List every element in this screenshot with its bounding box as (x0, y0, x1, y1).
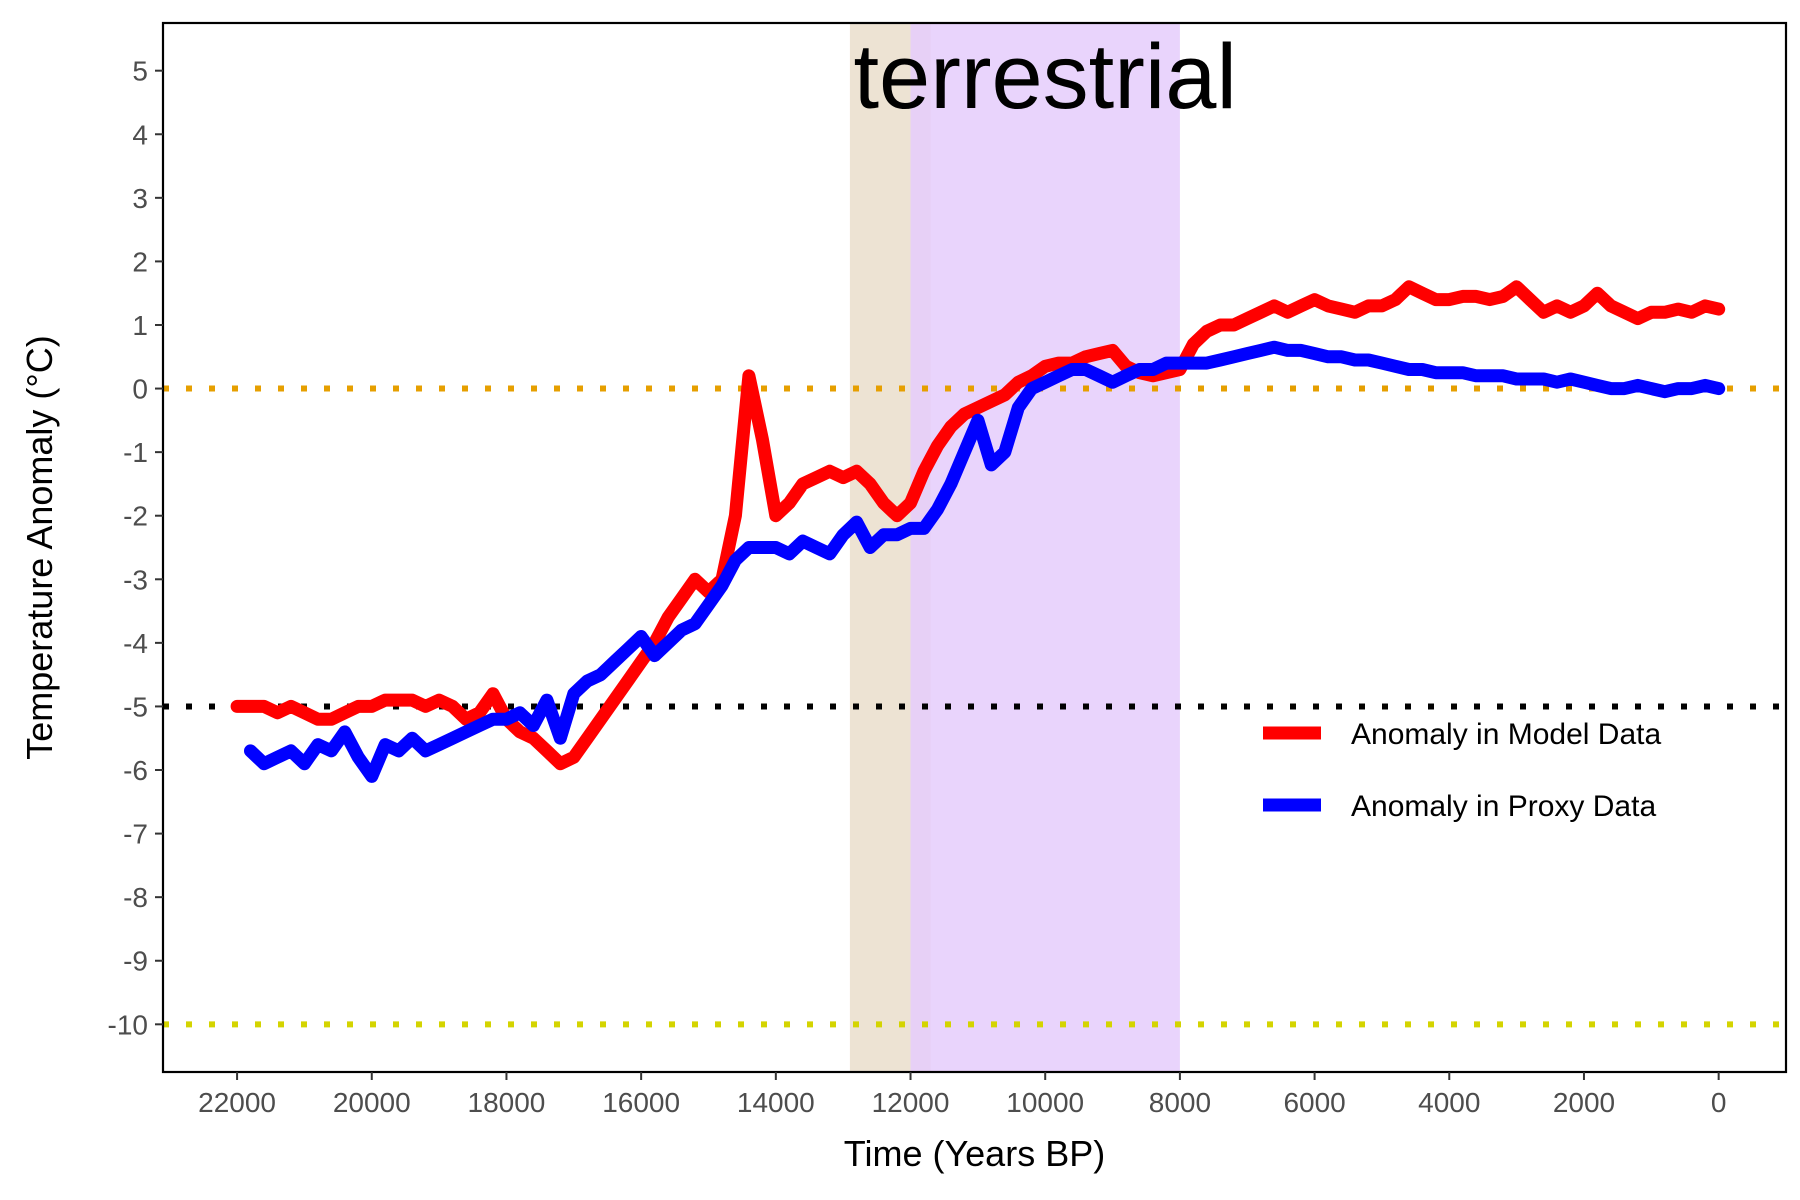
y-tick-label: -1 (123, 437, 148, 468)
series-line-proxy (244, 340, 1726, 783)
y-axis-title: Temperature Anomaly (°C) (19, 335, 60, 760)
x-tick-label: 2000 (1553, 1087, 1615, 1118)
y-tick-label: -10 (108, 1009, 148, 1040)
x-tick-label: 18000 (468, 1087, 546, 1118)
y-tick-label: -6 (123, 755, 148, 786)
x-axis-title: Time (Years BP) (844, 1133, 1105, 1174)
y-tick-label: 4 (132, 119, 148, 150)
y-tick-label: -7 (123, 819, 148, 850)
y-tick-label: 0 (132, 374, 148, 405)
y-tick-label: 1 (132, 310, 148, 341)
y-tick-label: -5 (123, 691, 148, 722)
shaded-bands (849, 23, 1180, 1072)
x-tick-label: 20000 (333, 1087, 411, 1118)
x-tick-label: 16000 (602, 1087, 680, 1118)
legend: Anomaly in Model Data Anomaly in Proxy Da… (1263, 718, 1661, 823)
x-axis: 22000 20000 18000 16000 14000 12000 10000 8000 6… (198, 1072, 1726, 1118)
x-tick-label: 14000 (737, 1087, 815, 1118)
y-tick-label: 3 (132, 183, 148, 214)
shaded-band-2 (910, 23, 1180, 1072)
plot-frame (161, 21, 1788, 1074)
y-axis: 5 4 3 2 1 0 -1 -2 -3 -4 -5 -6 -7 -8 -9 -10 (108, 56, 163, 1040)
chart-title: terrestrial (854, 26, 1237, 128)
y-tick-label: -4 (123, 628, 148, 659)
y-tick-label: -8 (123, 882, 148, 913)
series-line-model (230, 280, 1726, 771)
x-tick-label: 4000 (1418, 1087, 1480, 1118)
x-tick-label: 0 (1711, 1087, 1727, 1118)
x-tick-label: 6000 (1283, 1087, 1345, 1118)
x-tick-label: 8000 (1149, 1087, 1211, 1118)
y-tick-label: -3 (123, 564, 148, 595)
y-tick-label: -2 (123, 501, 148, 532)
y-tick-label: -9 (123, 946, 148, 977)
series-lines (230, 280, 1726, 783)
x-tick-label: 12000 (872, 1087, 950, 1118)
legend-label-proxy: Anomaly in Proxy Data (1351, 790, 1656, 823)
x-tick-label: 22000 (198, 1087, 276, 1118)
y-tick-label: 2 (132, 246, 148, 277)
x-tick-label: 10000 (1006, 1087, 1084, 1118)
legend-label-model: Anomaly in Model Data (1351, 718, 1661, 751)
y-tick-label: 5 (132, 56, 148, 87)
